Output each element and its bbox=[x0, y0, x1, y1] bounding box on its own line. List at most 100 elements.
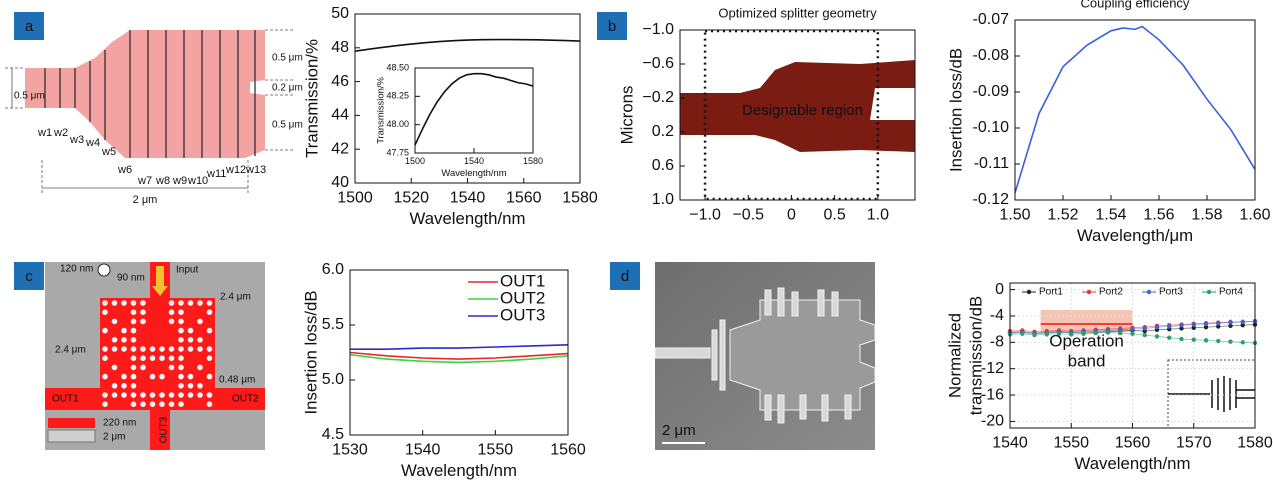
hole bbox=[102, 300, 108, 306]
y-tick-label: 48.00 bbox=[386, 119, 409, 129]
y-tick-label: 5.5 bbox=[322, 316, 344, 333]
y-tick-label: 1.0 bbox=[652, 191, 674, 208]
y-tick-label: 46 bbox=[331, 73, 349, 90]
hole bbox=[206, 373, 213, 380]
hole bbox=[149, 401, 156, 408]
dimension-label: 0.2 μm bbox=[272, 83, 303, 94]
y-tick-label: -0.08 bbox=[973, 47, 1010, 64]
x-tick-label: 1500 bbox=[405, 156, 425, 166]
panel-label: a bbox=[25, 18, 34, 35]
hole bbox=[178, 327, 184, 334]
x-tick-label: 1.60 bbox=[1239, 206, 1270, 223]
hole bbox=[206, 346, 213, 352]
marker bbox=[1240, 340, 1245, 345]
hole bbox=[206, 309, 213, 316]
marker bbox=[1154, 334, 1160, 339]
hole bbox=[149, 392, 156, 398]
legend-label: OUT3 bbox=[500, 305, 545, 324]
width-label: w8 bbox=[155, 175, 170, 187]
hole bbox=[121, 327, 127, 334]
x-axis-label: Wavelength/nm bbox=[441, 168, 506, 179]
series-line bbox=[350, 344, 569, 350]
x-tick-label: 1.52 bbox=[1047, 206, 1078, 223]
hole bbox=[140, 392, 146, 398]
hole bbox=[159, 392, 165, 398]
x-tick-label: 1580 bbox=[562, 189, 598, 206]
hole bbox=[168, 364, 175, 371]
y-tick-label: 50 bbox=[331, 5, 349, 22]
hole bbox=[197, 364, 203, 371]
width-lines bbox=[44, 30, 256, 158]
x-tick-label: 1.50 bbox=[999, 206, 1030, 223]
width-label: w5 bbox=[101, 146, 116, 158]
hole bbox=[159, 355, 165, 362]
hole bbox=[111, 318, 118, 325]
x-tick-label: 1560 bbox=[550, 441, 586, 458]
hole bbox=[140, 346, 146, 352]
marker bbox=[1203, 321, 1209, 327]
hole bbox=[197, 392, 203, 398]
sem-device bbox=[654, 287, 876, 424]
holes bbox=[102, 300, 213, 408]
hole bbox=[187, 337, 194, 343]
hole bbox=[168, 355, 175, 362]
inset-structure bbox=[1168, 376, 1255, 412]
plot-frame bbox=[414, 67, 534, 154]
panel-label: b bbox=[608, 18, 616, 35]
x-axis-label: Wavelength/nm bbox=[410, 209, 526, 228]
marker bbox=[1142, 332, 1147, 338]
hole bbox=[187, 383, 194, 389]
y-tick-label: 6.0 bbox=[322, 261, 344, 278]
x-tick-label: 1550 bbox=[1053, 434, 1089, 451]
hole bbox=[168, 309, 175, 316]
panel-badge bbox=[610, 262, 640, 290]
y-tick-label: -16 bbox=[981, 386, 1004, 403]
hole bbox=[168, 401, 175, 408]
y-tick-label: 42 bbox=[331, 140, 349, 157]
marker bbox=[1081, 331, 1086, 336]
plot-frame bbox=[679, 29, 916, 201]
hole bbox=[178, 364, 184, 371]
y-tick-label: 4.5 bbox=[322, 426, 344, 443]
marker bbox=[1240, 319, 1245, 325]
y-tick-label: -0.11 bbox=[974, 155, 1009, 172]
diagram-label: 2.4 μm bbox=[220, 292, 251, 303]
hole bbox=[102, 309, 108, 316]
x-tick-label: 1.54 bbox=[1095, 206, 1126, 223]
y-tick-label: 0.6 bbox=[652, 157, 674, 174]
dimension-label: 0.5 μm bbox=[272, 53, 303, 64]
hole bbox=[130, 300, 137, 306]
marker bbox=[1130, 331, 1135, 336]
hole bbox=[206, 401, 213, 408]
width-label: w7 bbox=[137, 175, 152, 187]
plot-frame bbox=[1009, 282, 1256, 429]
width-label: w3 bbox=[69, 134, 84, 146]
annotation: band bbox=[1068, 351, 1106, 370]
marker bbox=[1191, 325, 1196, 331]
x-tick-label: 1500 bbox=[337, 189, 373, 206]
x-tick-label: 1560 bbox=[506, 189, 542, 206]
marker bbox=[1228, 320, 1233, 325]
y-tick-label: -8 bbox=[990, 334, 1004, 351]
series-line bbox=[414, 72, 534, 146]
diagram-label: 90 nm bbox=[117, 273, 145, 284]
hole bbox=[197, 318, 203, 325]
y-axis-label: transmission/dB bbox=[966, 296, 985, 415]
x-tick-label: 1.58 bbox=[1191, 206, 1222, 223]
series-line bbox=[349, 353, 569, 364]
y-axis-label: Microns bbox=[617, 86, 636, 145]
dimension-lines bbox=[5, 29, 295, 195]
marker bbox=[1142, 326, 1147, 331]
marker bbox=[1179, 326, 1184, 331]
x-tick-label: 1520 bbox=[393, 189, 429, 206]
legend-marker bbox=[1086, 289, 1092, 295]
region-box bbox=[703, 29, 880, 201]
series-line bbox=[349, 351, 569, 360]
width-label: w4 bbox=[85, 137, 100, 149]
y-tick-label: 48 bbox=[331, 39, 349, 56]
legend-label: Port3 bbox=[1159, 287, 1183, 298]
marker bbox=[1203, 324, 1209, 330]
legend-label: Port4 bbox=[1219, 287, 1243, 298]
hole bbox=[187, 346, 194, 352]
dimension-label: 0.5 μm bbox=[14, 91, 45, 102]
